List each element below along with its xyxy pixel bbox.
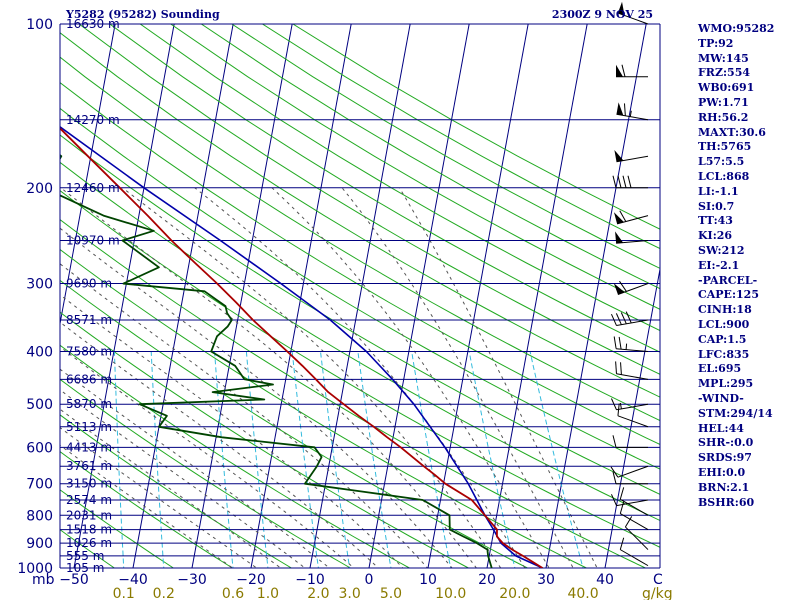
indices-panel: WMO:95282 TP:92 MW:145 FRZ:554 WB0:691 PW:1.7… [698,22,798,510]
mixing-ratio-unit-label: g/kg [642,586,673,600]
index-value: WMO:95282 [698,22,798,37]
height-label: 4413 m [66,440,112,454]
pressure-label: 200 [26,181,53,197]
mixing-ratio-tick-label: 40.0 [567,586,598,600]
temperature-tick-label: 40 [596,572,614,588]
mixing-ratio-tick-label: 0.2 [153,586,175,600]
mixing-ratio-tick-label: 3.0 [338,586,360,600]
index-value: RH:56.2 [698,111,798,126]
index-value: CAP:1.5 [698,333,798,348]
index-value: LCL:868 [698,170,798,185]
height-label: 7580 m [66,345,112,359]
index-value: WB0:691 [698,81,798,96]
index-value: CAPE:125 [698,288,798,303]
pressure-label: 600 [26,440,53,456]
mixing-ratio-tick-label: 0.1 [113,586,135,600]
height-label: 5113 m [66,420,112,434]
temperature-tick-label: −50 [59,572,89,588]
mixing-ratio-tick-label: 0.6 [222,586,244,600]
index-value: PW:1.71 [698,96,798,111]
pressure-label: 100 [26,17,53,33]
index-value: LFC:835 [698,348,798,363]
index-value: EHI:0.0 [698,466,798,481]
height-label: 3150 m [66,477,112,491]
temperature-tick-label: 20 [478,572,496,588]
pressure-label: 700 [26,477,53,493]
index-value: -WIND- [698,392,798,407]
height-label: 8571 m [66,313,112,327]
index-value: MAXT:30.6 [698,126,798,141]
index-value: CINH:18 [698,303,798,318]
chart-datetime: 2300Z 9 NOV 25 [552,8,653,21]
height-label: 5870 m [66,397,112,411]
pressure-label: 300 [26,277,53,293]
pressure-label: 400 [26,345,53,361]
index-value: BSHR:60 [698,496,798,511]
index-value: SRDS:97 [698,451,798,466]
chart-title: Y5282 (95282) Sounding [65,8,220,21]
index-value: BRN:2.1 [698,481,798,496]
height-label: 1518 m [66,523,112,537]
index-value: STM:294/14 [698,407,798,422]
height-label: 10970 m [66,233,120,247]
pressure-unit-label: mb [32,572,55,588]
index-value: KI:26 [698,229,798,244]
index-value: HEL:44 [698,422,798,437]
height-label: 3761 m [66,459,112,473]
temperature-tick-label: −30 [177,572,207,588]
pressure-label: 800 [26,508,53,524]
index-value: MW:145 [698,52,798,67]
index-value: MPL:295 [698,377,798,392]
mixing-ratio-tick-label: 2.0 [307,586,329,600]
index-value: TT:43 [698,214,798,229]
height-label: 2574 m [66,493,112,507]
pressure-label: 500 [26,397,53,413]
height-label: 12460 m [66,181,120,195]
mixing-ratio-tick-label: 20.0 [499,586,530,600]
height-label: 14270 m [66,113,120,127]
index-value: LI:-1.1 [698,185,798,200]
index-value: SW:212 [698,244,798,259]
index-value: EI:-2.1 [698,259,798,274]
height-label: 6686 m [66,372,112,386]
mixing-ratio-tick-label: 1.0 [257,586,279,600]
height-label: 2031 m [66,508,112,522]
index-value: SHR-:0.0 [698,436,798,451]
index-value: LCL:900 [698,318,798,333]
temperature-tick-label: 0 [365,572,374,588]
index-value: L57:5.5 [698,155,798,170]
index-value: FRZ:554 [698,66,798,81]
index-value: TP:92 [698,37,798,52]
index-value: -PARCEL- [698,274,798,289]
pressure-label: 900 [26,536,53,552]
index-value: SI:0.7 [698,200,798,215]
height-label: 9690 m [66,277,112,291]
mixing-ratio-tick-label: 5.0 [380,586,402,600]
index-value: EL:695 [698,362,798,377]
mixing-ratio-tick-label: 10.0 [435,586,466,600]
temperature-tick-label: 30 [537,572,555,588]
index-value: TH:5765 [698,140,798,155]
